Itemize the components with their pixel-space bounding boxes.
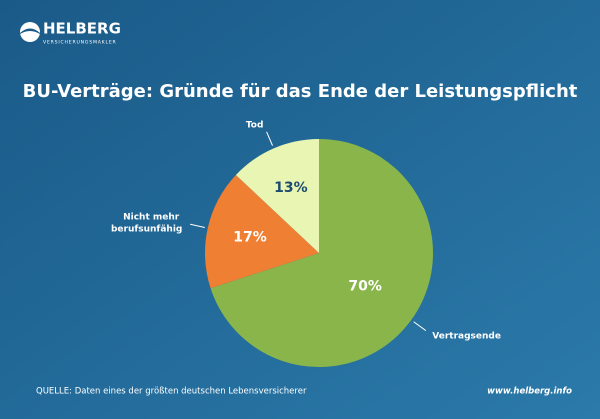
brand-name: HELBERG [43,20,121,38]
value-label: 70% [348,279,382,295]
leader-line [266,131,273,146]
pie-slice [235,139,319,253]
leader-line [413,321,427,331]
brand-tagline: VERSICHERUNGSMAKLER [43,40,117,46]
value-label: 17% [233,230,267,246]
website: www.helberg.info [487,387,572,397]
source: QUELLE: Daten eines der größten deutsche… [36,387,307,397]
pie-slice [205,174,319,289]
logo-wave [20,28,40,34]
value-label: 13% [274,180,308,196]
logo: HELBERG VERSICHERUNGSMAKLER [20,20,121,46]
category-label: Nicht mehr berufsunfähig [111,212,182,234]
chart-title: BU-Verträge: Gründe für das Ende der Lei… [23,81,578,102]
category-label: Tod [246,120,264,130]
pie-slice [210,139,433,367]
leader-line [190,223,205,228]
logo-icon [20,22,40,42]
category-label: Vertragsende [432,331,501,341]
